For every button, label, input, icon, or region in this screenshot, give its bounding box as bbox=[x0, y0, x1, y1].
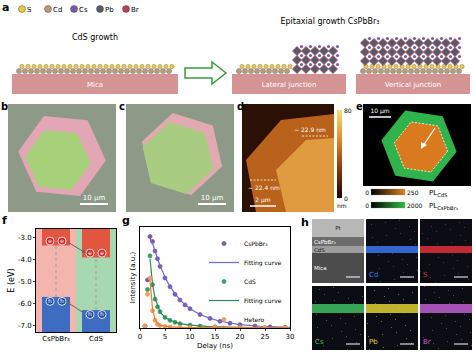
svg-text:80: 80 bbox=[344, 107, 352, 114]
svg-text:Mica: Mica bbox=[87, 81, 103, 89]
svg-text:a: a bbox=[2, 1, 9, 14]
html-text:g: g bbox=[122, 214, 130, 227]
svg-text:Br: Br bbox=[423, 338, 431, 346]
svg-text:5: 5 bbox=[163, 333, 167, 341]
svg-text:Delay (ns): Delay (ns) bbox=[197, 342, 233, 350]
svg-text:Vertical junction: Vertical junction bbox=[385, 81, 442, 89]
svg-text:0: 0 bbox=[344, 195, 348, 202]
svg-text:15: 15 bbox=[211, 333, 220, 341]
svg-text:Fitting curve: Fitting curve bbox=[244, 297, 282, 305]
svg-text:h: h bbox=[100, 310, 104, 317]
svg-text:Intensity (a.u.): Intensity (a.u.) bbox=[129, 252, 137, 304]
svg-text:e: e bbox=[60, 237, 64, 244]
svg-text:0: 0 bbox=[365, 202, 369, 209]
svg-text:CdS: CdS bbox=[89, 335, 103, 343]
svg-text:PLCsPbBr₃: PLCsPbBr₃ bbox=[429, 202, 458, 211]
svg-text:10 μm: 10 μm bbox=[201, 194, 224, 202]
svg-text:b: b bbox=[1, 101, 8, 112]
svg-text:CsPbBr₃: CsPbBr₃ bbox=[42, 335, 70, 343]
svg-text:c: c bbox=[119, 101, 125, 112]
svg-text:h: h bbox=[301, 216, 309, 229]
svg-text:250: 250 bbox=[407, 189, 419, 196]
svg-text:e: e bbox=[48, 237, 52, 244]
svg-text:Mica: Mica bbox=[314, 265, 327, 271]
svg-text:Hetero: Hetero bbox=[244, 316, 265, 323]
svg-text:Cd: Cd bbox=[53, 6, 62, 14]
svg-text:PLCdS: PLCdS bbox=[429, 189, 448, 198]
svg-text:d: d bbox=[237, 101, 244, 112]
svg-text:Cs: Cs bbox=[315, 338, 324, 346]
svg-text:-6.0: -6.0 bbox=[18, 300, 32, 308]
svg-text:~ 22.9 nm: ~ 22.9 nm bbox=[294, 126, 326, 133]
svg-text:h: h bbox=[48, 297, 52, 304]
svg-text:CdS growth: CdS growth bbox=[72, 33, 118, 42]
svg-text:2000: 2000 bbox=[407, 202, 422, 209]
svg-text:e: e bbox=[100, 249, 104, 256]
svg-text:e: e bbox=[88, 249, 92, 256]
svg-text:Pb: Pb bbox=[105, 6, 114, 14]
svg-text:CdS: CdS bbox=[244, 278, 256, 285]
svg-text:10 μm: 10 μm bbox=[83, 194, 106, 202]
html-text:f: f bbox=[2, 214, 7, 227]
svg-text:E (eV): E (eV) bbox=[7, 268, 16, 292]
svg-text:~ 22.4 nm: ~ 22.4 nm bbox=[248, 184, 280, 191]
svg-text:h: h bbox=[88, 310, 92, 317]
svg-text:-4.0: -4.0 bbox=[18, 256, 32, 264]
svg-text:20: 20 bbox=[236, 333, 245, 341]
svg-text:S: S bbox=[27, 6, 32, 14]
svg-text:0: 0 bbox=[365, 189, 369, 196]
svg-text:CsPbBr₃: CsPbBr₃ bbox=[314, 239, 336, 245]
svg-text:2 μm: 2 μm bbox=[255, 196, 271, 204]
svg-text:e: e bbox=[356, 101, 363, 112]
svg-text:h: h bbox=[60, 297, 64, 304]
svg-text:Pt: Pt bbox=[335, 225, 341, 231]
svg-text:Epitaxial growth CsPbBr₃: Epitaxial growth CsPbBr₃ bbox=[280, 17, 379, 26]
svg-text:nm: nm bbox=[337, 202, 347, 209]
svg-text:CdS: CdS bbox=[314, 247, 325, 253]
svg-text:Lateral junction: Lateral junction bbox=[262, 81, 317, 89]
svg-text:Br: Br bbox=[131, 6, 139, 14]
svg-text:Cd: Cd bbox=[369, 271, 378, 279]
svg-text:-7.0: -7.0 bbox=[18, 322, 32, 330]
svg-text:25: 25 bbox=[261, 333, 270, 341]
svg-text:-3.0: -3.0 bbox=[18, 234, 32, 242]
svg-text:10 μm: 10 μm bbox=[370, 107, 389, 115]
svg-text:CsPbBr₃: CsPbBr₃ bbox=[244, 240, 268, 247]
svg-text:10: 10 bbox=[186, 333, 195, 341]
svg-text:0: 0 bbox=[138, 333, 142, 341]
svg-text:Pb: Pb bbox=[369, 338, 378, 346]
svg-text:Fitting curve: Fitting curve bbox=[244, 259, 282, 267]
svg-text:-5.0: -5.0 bbox=[18, 278, 32, 286]
svg-text:30: 30 bbox=[286, 333, 295, 341]
svg-text:S: S bbox=[423, 271, 428, 279]
svg-text:Cs: Cs bbox=[79, 6, 88, 14]
